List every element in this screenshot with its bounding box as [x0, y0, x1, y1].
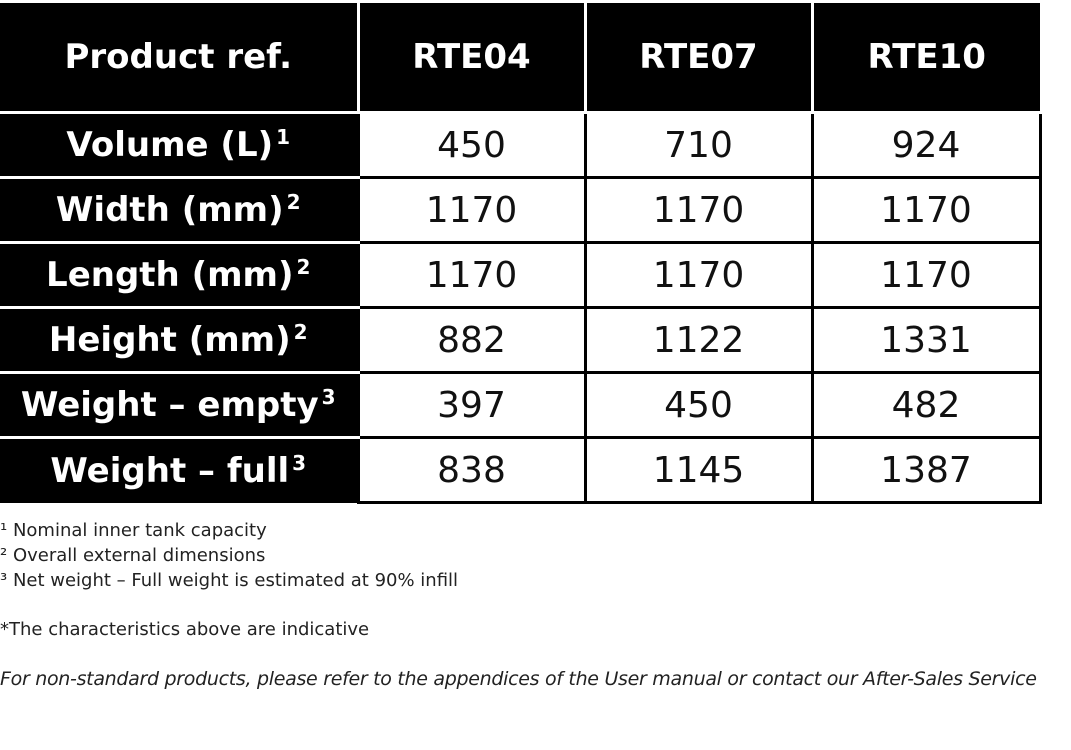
table-row: Height (mm) 2 882 1122 1331 — [0, 306, 1042, 374]
footnotes: ¹ Nominal inner tank capacity ² Overall … — [0, 518, 458, 593]
cell-value: 1122 — [583, 306, 814, 374]
row-label-weight-empty: Weight – empty 3 — [0, 371, 358, 439]
table-row: Weight – full 3 838 1145 1387 — [0, 436, 1042, 504]
cell-value: 1170 — [356, 176, 587, 244]
header-rte04: RTE04 — [356, 3, 587, 114]
cell-value: 882 — [356, 306, 587, 374]
specifications-table: Product ref. RTE04 RTE07 RTE10 Volume (L… — [0, 3, 1042, 504]
cell-value: 710 — [583, 111, 814, 179]
cell-value: 838 — [356, 436, 587, 504]
cell-value: 450 — [583, 371, 814, 439]
table-row: Volume (L) 1 450 710 924 — [0, 111, 1042, 179]
cell-value: 482 — [810, 371, 1042, 439]
footnote-1: ¹ Nominal inner tank capacity — [0, 520, 267, 541]
cell-value: 1145 — [583, 436, 814, 504]
row-label-length: Length (mm) 2 — [0, 241, 358, 309]
footnote-marker: 2 — [293, 320, 308, 344]
cell-value: 1170 — [810, 176, 1042, 244]
footnote-marker: 3 — [321, 385, 336, 409]
header-rte07: RTE07 — [583, 3, 814, 114]
row-label-width: Width (mm) 2 — [0, 176, 358, 244]
disclaimer-text: *The characteristics above are indicativ… — [0, 619, 370, 640]
table-row: Width (mm) 2 1170 1170 1170 — [0, 176, 1042, 244]
cell-value: 1170 — [356, 241, 587, 309]
cell-value: 1170 — [583, 241, 814, 309]
footnote-3: ³ Net weight – Full weight is estimated … — [0, 570, 459, 591]
cell-value: 1170 — [810, 241, 1042, 309]
cell-value: 1331 — [810, 306, 1042, 374]
advice-text: For non-standard products, please refer … — [0, 668, 1037, 690]
cell-value: 924 — [810, 111, 1042, 179]
table-row: Weight – empty 3 397 450 482 — [0, 371, 1042, 439]
table-header-row: Product ref. RTE04 RTE07 RTE10 — [0, 3, 1040, 114]
header-product-ref: Product ref. — [0, 3, 360, 114]
footnote-marker: 3 — [292, 450, 307, 475]
footnote-2: ² Overall external dimensions — [0, 545, 266, 566]
cell-value: 397 — [356, 371, 587, 439]
table-row: Length (mm) 2 1170 1170 1170 — [0, 241, 1042, 309]
cell-value: 1387 — [810, 436, 1042, 504]
cell-value: 1170 — [583, 176, 814, 244]
footnote-marker: 2 — [296, 255, 311, 279]
row-label-weight-full: Weight – full 3 — [0, 436, 358, 503]
row-label-height: Height (mm) 2 — [0, 306, 358, 374]
row-label-volume: Volume (L) 1 — [0, 111, 358, 179]
footnote-marker: 2 — [286, 190, 301, 214]
footnote-marker: 1 — [276, 125, 291, 149]
header-rte10: RTE10 — [810, 3, 1040, 114]
cell-value: 450 — [356, 111, 587, 179]
